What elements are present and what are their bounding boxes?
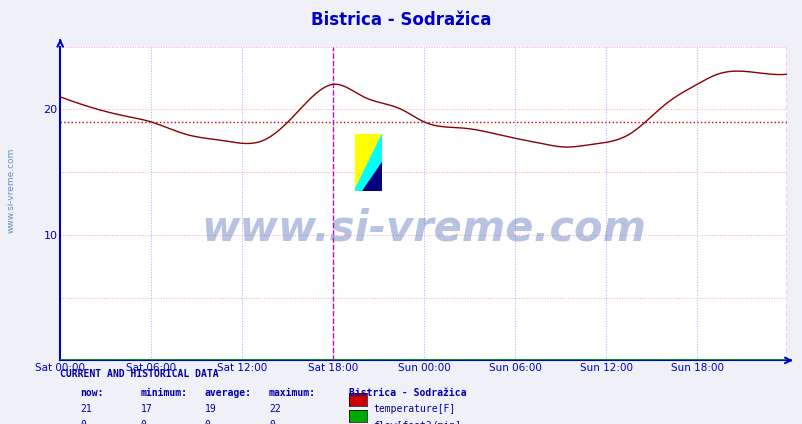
Text: now:: now: [80, 388, 103, 398]
Polygon shape [354, 134, 382, 191]
Text: 19: 19 [205, 404, 217, 414]
Text: 17: 17 [140, 404, 152, 414]
Text: 21: 21 [80, 404, 92, 414]
Text: CURRENT AND HISTORICAL DATA: CURRENT AND HISTORICAL DATA [60, 369, 219, 379]
Text: Bistrica - Sodražica: Bistrica - Sodražica [311, 11, 491, 28]
Text: www.si-vreme.com: www.si-vreme.com [200, 208, 646, 250]
Text: flow[foot3/min]: flow[foot3/min] [373, 420, 461, 424]
Polygon shape [354, 134, 382, 191]
Text: 0: 0 [205, 420, 210, 424]
Text: 22: 22 [269, 404, 281, 414]
Polygon shape [363, 163, 382, 191]
Text: Bistrica - Sodražica: Bistrica - Sodražica [349, 388, 466, 398]
Text: 0: 0 [269, 420, 274, 424]
Text: minimum:: minimum: [140, 388, 188, 398]
Text: 0: 0 [80, 420, 86, 424]
Text: www.si-vreme.com: www.si-vreme.com [6, 148, 15, 234]
Text: maximum:: maximum: [269, 388, 316, 398]
Text: temperature[F]: temperature[F] [373, 404, 455, 414]
Text: 0: 0 [140, 420, 146, 424]
Text: average:: average: [205, 388, 252, 398]
